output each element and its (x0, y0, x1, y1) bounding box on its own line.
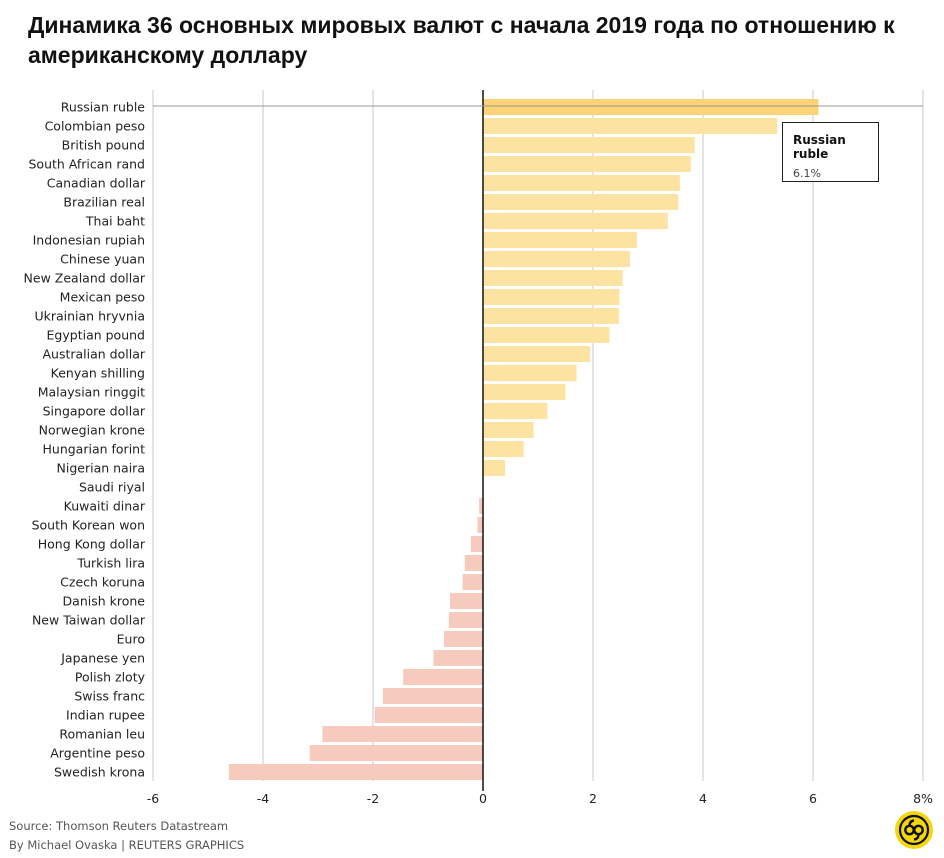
x-tick-label: -4 (257, 791, 270, 806)
x-tick-label: 2 (589, 791, 597, 806)
tooltip-value: 6.1% (793, 167, 821, 180)
category-label: Argentine peso (50, 746, 145, 761)
bar[interactable] (322, 726, 483, 742)
bar[interactable] (483, 251, 630, 267)
category-label: Mexican peso (60, 290, 145, 305)
x-tick-label: 4 (699, 791, 707, 806)
category-label: South Korean won (32, 518, 145, 533)
x-tick-label: 8% (913, 791, 933, 806)
bar[interactable] (483, 441, 524, 457)
bar[interactable] (470, 536, 483, 552)
x-tick-label: -6 (147, 791, 160, 806)
category-label: Brazilian real (63, 195, 145, 210)
category-label: Turkish lira (76, 556, 145, 571)
bar[interactable] (483, 99, 819, 115)
bar[interactable] (483, 365, 577, 381)
bar[interactable] (433, 650, 484, 666)
bar[interactable] (483, 137, 695, 153)
bar[interactable] (443, 631, 483, 647)
bar[interactable] (483, 270, 623, 286)
category-label: Thai baht (85, 214, 145, 229)
category-label: Kenyan shilling (51, 366, 145, 381)
grid-lines (152, 90, 924, 781)
category-label: Ukrainian hryvnia (34, 309, 145, 324)
bar[interactable] (448, 612, 483, 628)
category-label: Kuwaiti dinar (64, 499, 146, 514)
bar[interactable] (382, 688, 483, 704)
bar[interactable] (483, 175, 680, 191)
category-label: Canadian dollar (47, 176, 146, 191)
bar[interactable] (483, 384, 566, 400)
tooltip-name: Russian ruble (793, 133, 846, 161)
bars (228, 99, 819, 780)
source-note: Source: Thomson Reuters Datastream (9, 819, 229, 833)
category-label: Nigerian naira (57, 461, 145, 476)
category-label: Japanese yen (60, 651, 145, 666)
category-label: Australian dollar (42, 347, 145, 362)
category-label: Hong Kong dollar (38, 537, 146, 552)
bar[interactable] (374, 707, 483, 723)
bar[interactable] (483, 460, 505, 476)
category-labels: Russian ruble Colombian peso British pound… (24, 100, 146, 780)
category-label: Hungarian forint (43, 442, 146, 457)
x-tick-label: -2 (367, 791, 379, 806)
category-label: Egyptian pound (47, 328, 145, 343)
byline: By Michael Ovaska | REUTERS GRAPHICS (9, 838, 245, 852)
category-label: Norwegian krone (39, 423, 146, 438)
bar[interactable] (483, 346, 591, 362)
bar[interactable] (479, 498, 483, 514)
bar[interactable] (483, 118, 778, 134)
category-label: Singapore dollar (43, 404, 146, 419)
reuters-graphics-logo-icon (895, 811, 933, 849)
category-label: Russian ruble (61, 100, 146, 115)
bar[interactable] (483, 308, 619, 324)
bar[interactable] (228, 764, 483, 780)
bar[interactable] (483, 289, 620, 305)
bar[interactable] (477, 517, 484, 533)
tooltip: Russian ruble 6.1% (782, 122, 879, 182)
category-label: Czech koruna (60, 575, 145, 590)
bar[interactable] (464, 555, 483, 571)
category-label: Indian rupee (66, 708, 145, 723)
category-label: Euro (117, 632, 145, 647)
category-label: Polish zloty (75, 670, 146, 685)
category-label: New Taiwan dollar (32, 613, 146, 628)
category-label: British pound (62, 138, 145, 153)
category-label: Danish krone (63, 594, 146, 609)
bar[interactable] (483, 156, 691, 172)
bar[interactable] (483, 422, 534, 438)
category-label: South African rand (28, 157, 145, 172)
bar[interactable] (483, 213, 668, 229)
category-label: Swedish krona (54, 765, 145, 780)
category-label: Swiss franc (74, 689, 145, 704)
category-label: Colombian peso (45, 119, 145, 134)
x-axis-ticks: -6 -4 -2 0 2 4 6 8% (147, 791, 933, 806)
bar[interactable] (483, 327, 610, 343)
bar[interactable] (483, 194, 679, 210)
bar[interactable] (483, 403, 548, 419)
bar[interactable] (309, 745, 483, 761)
bar[interactable] (450, 593, 483, 609)
category-label: New Zealand dollar (24, 271, 146, 286)
category-label: Indonesian rupiah (33, 233, 145, 248)
category-label: Chinese yuan (60, 252, 145, 267)
x-tick-label: 6 (809, 791, 817, 806)
category-label: Saudi riyal (79, 480, 145, 495)
bar[interactable] (483, 232, 637, 248)
bar[interactable] (462, 574, 483, 590)
page-title: Динамика 36 основных мировых валют с нач… (28, 12, 895, 68)
bar[interactable] (403, 669, 483, 685)
category-label: Romanian leu (59, 727, 145, 742)
category-label: Malaysian ringgit (38, 385, 145, 400)
x-tick-label: 0 (479, 791, 487, 806)
